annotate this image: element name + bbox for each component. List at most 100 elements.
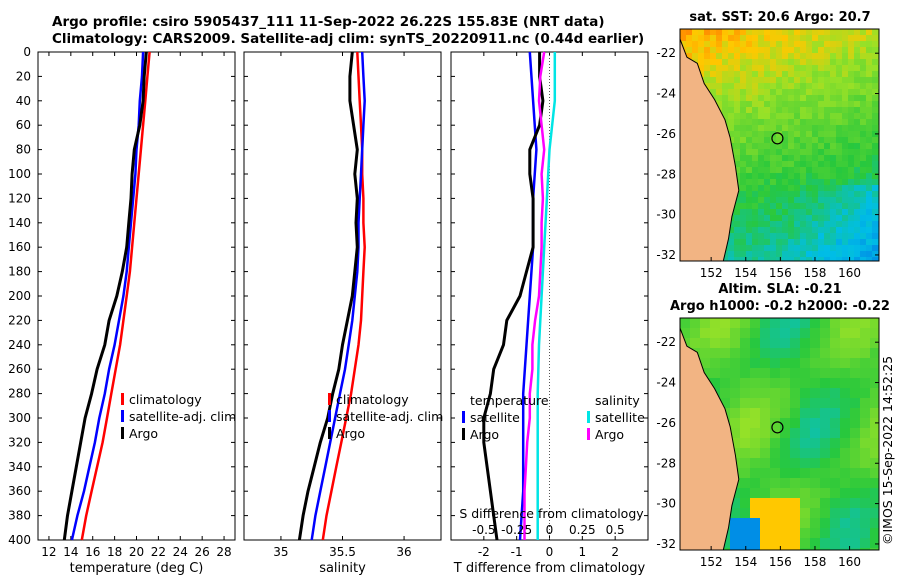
map-cell bbox=[776, 89, 783, 96]
map-cell bbox=[764, 203, 771, 210]
map-cell bbox=[866, 197, 873, 204]
map-cell bbox=[770, 348, 781, 359]
sla-map: 152 154 156 158 160-22-24-26-28-30-32 bbox=[656, 317, 880, 569]
map-cell bbox=[740, 408, 751, 419]
map-cell bbox=[788, 257, 795, 261]
map-cell bbox=[788, 143, 795, 150]
map-cell bbox=[830, 53, 837, 60]
map-cell bbox=[818, 71, 825, 78]
map-cell bbox=[824, 77, 831, 84]
map-cell bbox=[752, 161, 759, 168]
map-cell bbox=[810, 408, 821, 419]
map-cell bbox=[860, 143, 867, 150]
x-tick-label: 35.5 bbox=[329, 545, 356, 559]
map-cell bbox=[788, 179, 795, 186]
sla-map-field bbox=[680, 318, 879, 550]
map-cell bbox=[752, 197, 759, 204]
map-cell bbox=[800, 538, 811, 549]
map-cell bbox=[842, 83, 849, 90]
lat-tick-label: -22 bbox=[656, 46, 676, 60]
salinity-satellite-line bbox=[536, 52, 557, 540]
map-cell bbox=[794, 233, 801, 240]
x-tick-label: 1 bbox=[579, 545, 587, 559]
map-cell bbox=[790, 328, 801, 339]
x-tick-label: 12 bbox=[41, 545, 56, 559]
map-cell bbox=[820, 488, 831, 499]
map-cell bbox=[730, 418, 741, 429]
map-cell bbox=[830, 245, 837, 252]
map-cell bbox=[782, 203, 789, 210]
map-cell bbox=[730, 548, 741, 550]
map-cell bbox=[854, 173, 861, 180]
map-cell bbox=[734, 245, 741, 252]
map-cell bbox=[806, 53, 813, 60]
map-cell bbox=[850, 538, 861, 549]
map-cell bbox=[790, 368, 801, 379]
map-cell bbox=[746, 209, 753, 216]
map-cell bbox=[848, 149, 855, 156]
map-cell bbox=[806, 173, 813, 180]
map-cell bbox=[746, 107, 753, 114]
map-cell bbox=[760, 428, 771, 439]
map-cell bbox=[818, 137, 825, 144]
map-cell bbox=[770, 388, 781, 399]
map-cell bbox=[854, 65, 861, 72]
map-cell bbox=[800, 438, 811, 449]
map-cell bbox=[830, 408, 841, 419]
map-cell bbox=[842, 29, 849, 36]
map-cell bbox=[758, 125, 765, 132]
map-cell bbox=[790, 378, 801, 389]
map-cell bbox=[716, 65, 723, 72]
map-cell bbox=[790, 448, 801, 459]
map-cell bbox=[836, 161, 843, 168]
map-cell bbox=[770, 328, 781, 339]
map-cell bbox=[770, 518, 781, 529]
map-cell bbox=[782, 245, 789, 252]
map-cell bbox=[818, 191, 825, 198]
map-cell bbox=[866, 251, 873, 258]
map-cell bbox=[680, 328, 691, 339]
map-cell bbox=[824, 167, 831, 174]
map-cell bbox=[848, 35, 855, 42]
map-cell bbox=[836, 167, 843, 174]
map-cell bbox=[842, 113, 849, 120]
map-cell bbox=[854, 179, 861, 186]
map-cell bbox=[752, 89, 759, 96]
map-cell bbox=[740, 518, 751, 529]
map-cell bbox=[860, 197, 867, 204]
map-cell bbox=[800, 245, 807, 252]
map-cell bbox=[722, 113, 729, 120]
map-cell bbox=[842, 245, 849, 252]
map-cell bbox=[740, 251, 747, 258]
sal-x-axis-label: salinity bbox=[319, 561, 366, 576]
map-cell bbox=[840, 328, 851, 339]
map-cell bbox=[810, 338, 821, 349]
temp-axes-box bbox=[37, 51, 236, 541]
map-cell bbox=[750, 498, 761, 509]
map-cell bbox=[830, 251, 837, 258]
depth-tick-label: 400 bbox=[8, 533, 31, 547]
map-cell bbox=[872, 65, 879, 72]
map-cell bbox=[830, 185, 837, 192]
map-cell bbox=[746, 95, 753, 102]
map-cell bbox=[812, 143, 819, 150]
map-cell bbox=[806, 161, 813, 168]
map-cell bbox=[854, 137, 861, 144]
map-cell bbox=[716, 71, 723, 78]
map-cell bbox=[710, 47, 717, 54]
map-cell bbox=[680, 29, 687, 36]
map-cell bbox=[820, 388, 831, 399]
legend-swatch bbox=[121, 427, 124, 439]
map-cell bbox=[728, 119, 735, 126]
depth-tick-label: 240 bbox=[8, 338, 31, 352]
map-cell bbox=[848, 83, 855, 90]
map-cell bbox=[824, 35, 831, 42]
depth-tick-label: 300 bbox=[8, 411, 31, 425]
map-cell bbox=[752, 71, 759, 78]
salinity-diff-axis-label: S difference from climatology bbox=[459, 506, 644, 521]
map-cell bbox=[782, 41, 789, 48]
map-cell bbox=[830, 143, 837, 150]
map-cell bbox=[860, 83, 867, 90]
map-cell bbox=[750, 408, 761, 419]
map-cell bbox=[812, 125, 819, 132]
